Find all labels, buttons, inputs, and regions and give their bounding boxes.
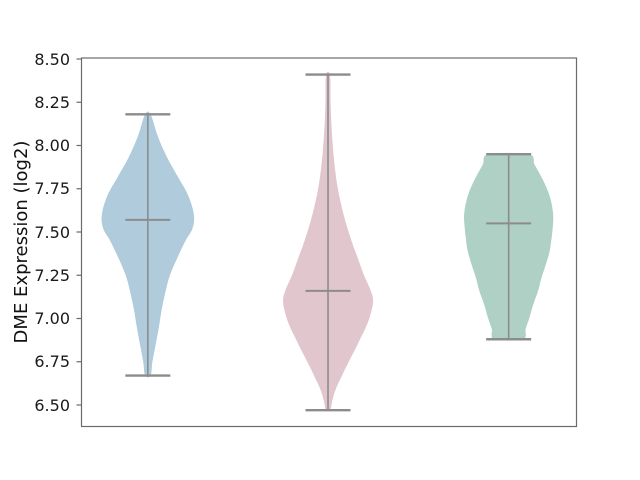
y-tick-label: 7.50 xyxy=(34,222,70,242)
y-tick-label: 8.00 xyxy=(34,136,70,155)
y-tick-label: 8.50 xyxy=(34,49,70,69)
y-tick-label: 8.25 xyxy=(34,92,70,112)
y-tick-label: 6.50 xyxy=(34,395,70,415)
y-tick-label: 7.25 xyxy=(34,265,70,285)
y-tick-label: 6.75 xyxy=(34,352,70,372)
y-tick-label: 7.75 xyxy=(34,179,70,199)
y-tick-label: 7.00 xyxy=(34,309,70,328)
